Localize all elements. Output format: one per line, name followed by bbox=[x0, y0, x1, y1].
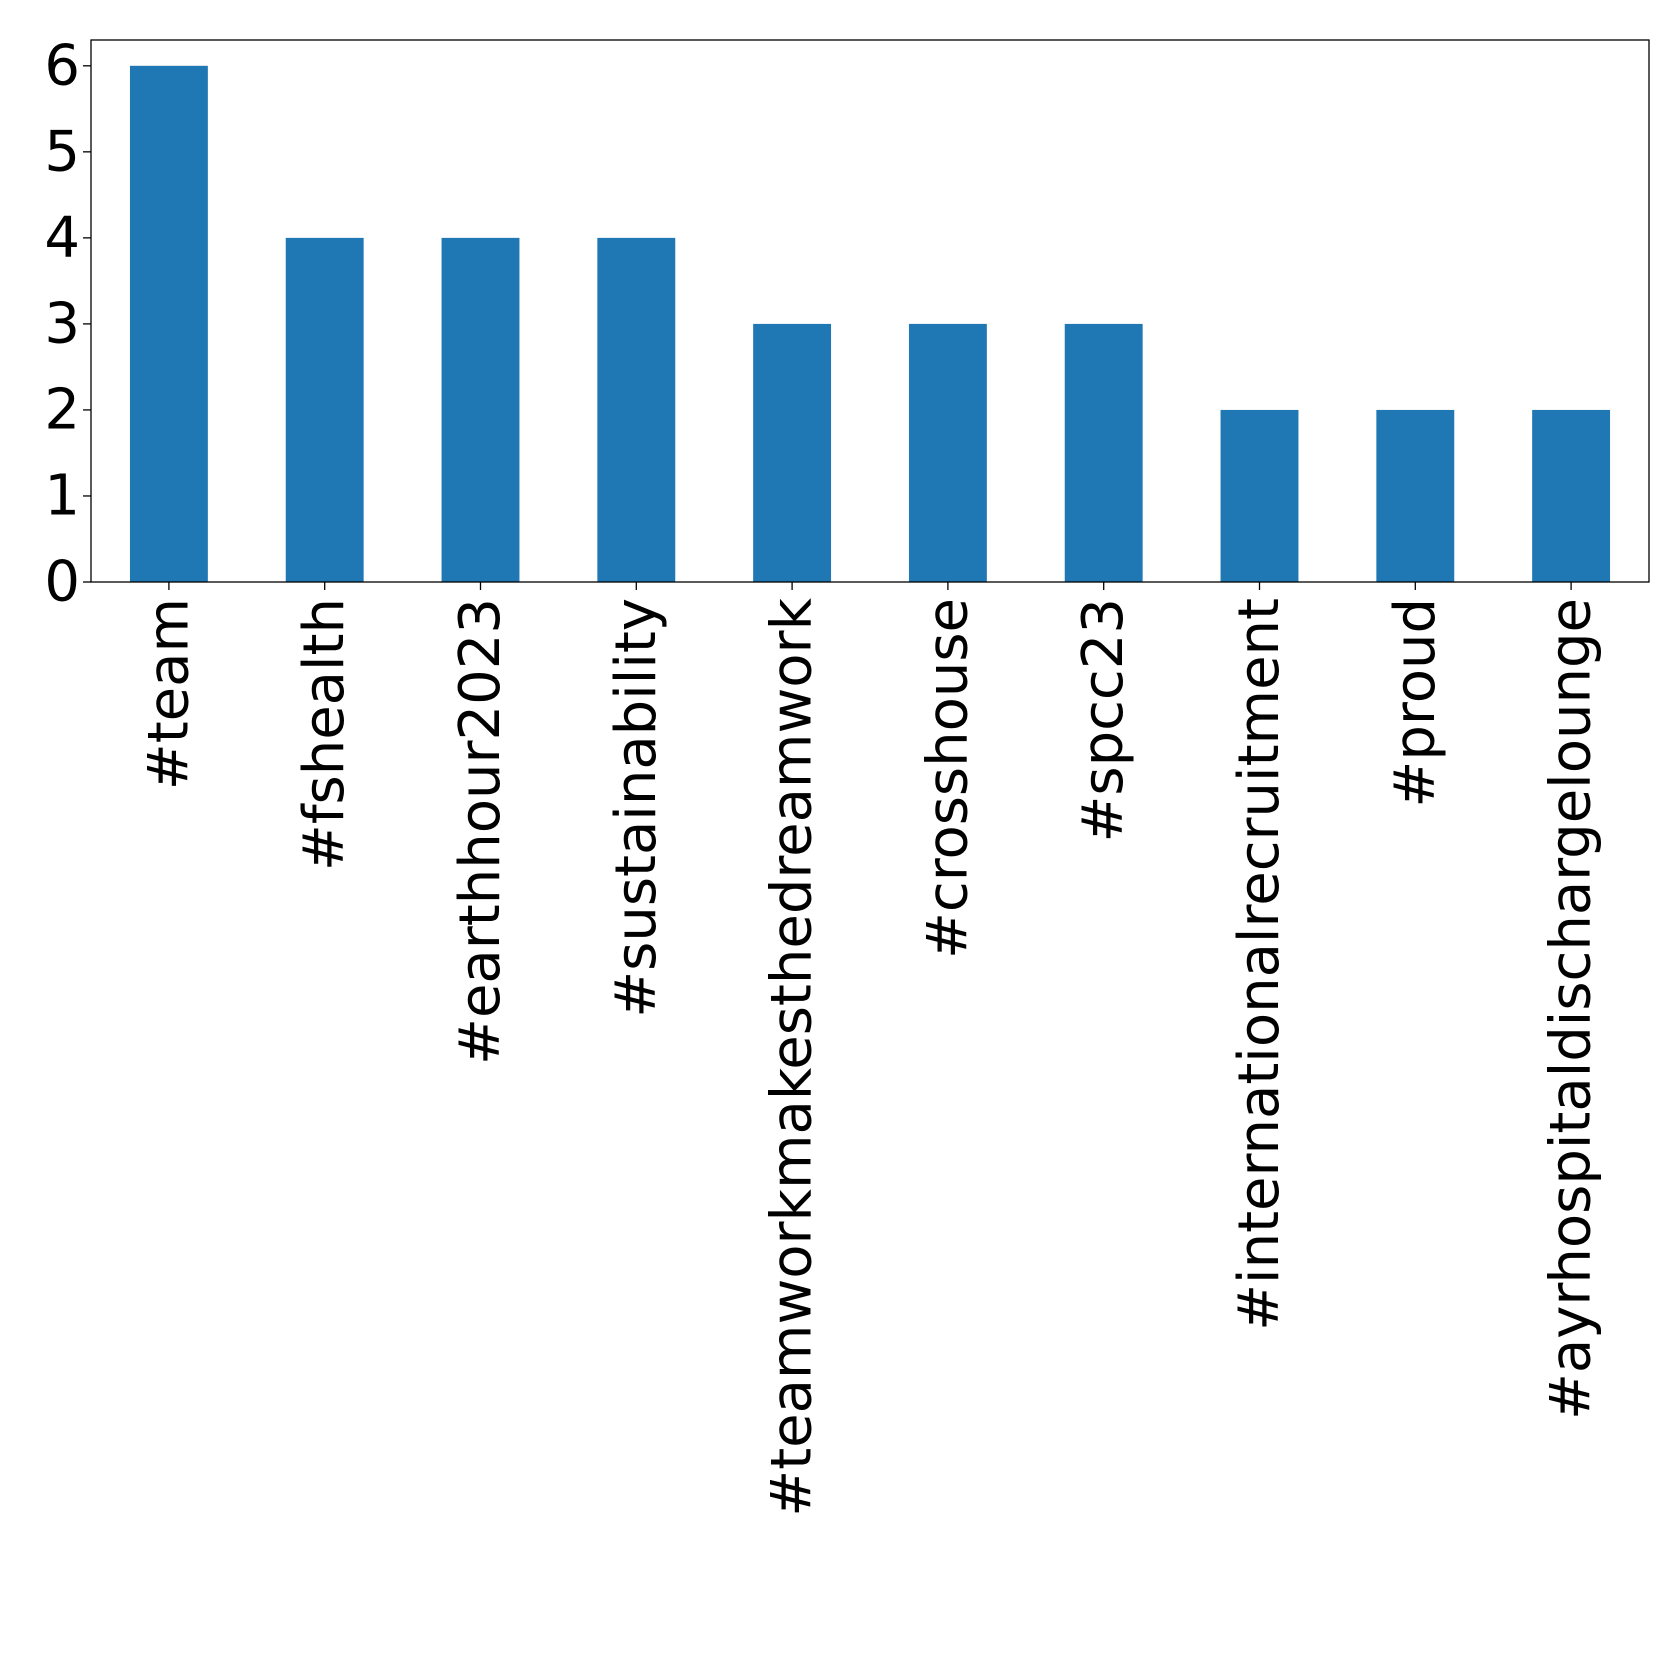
x-tick-label: #internationalrecruitment bbox=[1227, 598, 1292, 1331]
y-tick-label: 1 bbox=[44, 463, 80, 528]
bar bbox=[753, 323, 832, 582]
y-tick-label: 4 bbox=[44, 205, 80, 270]
x-axis: #team #fshealth #earthhour2023 #sustainabil… bbox=[136, 582, 1604, 1517]
x-tick-label: #proud bbox=[1383, 598, 1448, 808]
bar bbox=[441, 237, 520, 582]
y-tick-label: 3 bbox=[44, 291, 80, 356]
x-tick-label: #teamworkmakesthedreamwork bbox=[760, 597, 825, 1516]
y-tick-label: 2 bbox=[44, 377, 80, 442]
y-tick-label: 0 bbox=[44, 550, 80, 615]
bar bbox=[129, 65, 208, 583]
x-tick-label: #fshealth bbox=[292, 598, 357, 871]
bar bbox=[597, 237, 676, 582]
bar bbox=[1532, 409, 1611, 582]
bar bbox=[908, 323, 987, 582]
x-tick-label: #ayrhospitaldischargelounge bbox=[1539, 598, 1604, 1420]
bar bbox=[1376, 409, 1455, 582]
y-tick-label: 6 bbox=[44, 33, 80, 98]
x-tick-label: #spcc23 bbox=[1071, 598, 1136, 842]
x-tick-label: #team bbox=[136, 598, 201, 790]
bars-layer bbox=[129, 65, 1611, 583]
plot-frame bbox=[90, 39, 1650, 583]
x-tick-label: #sustainability bbox=[604, 598, 669, 1018]
bar bbox=[285, 237, 364, 582]
y-axis: 0 1 2 3 4 5 6 bbox=[44, 33, 91, 615]
x-tick-label: #crosshouse bbox=[915, 598, 980, 959]
y-tick-label: 5 bbox=[44, 119, 80, 184]
bar bbox=[1220, 409, 1299, 582]
x-tick-label: #earthhour2023 bbox=[448, 598, 513, 1065]
bar bbox=[1064, 323, 1143, 582]
